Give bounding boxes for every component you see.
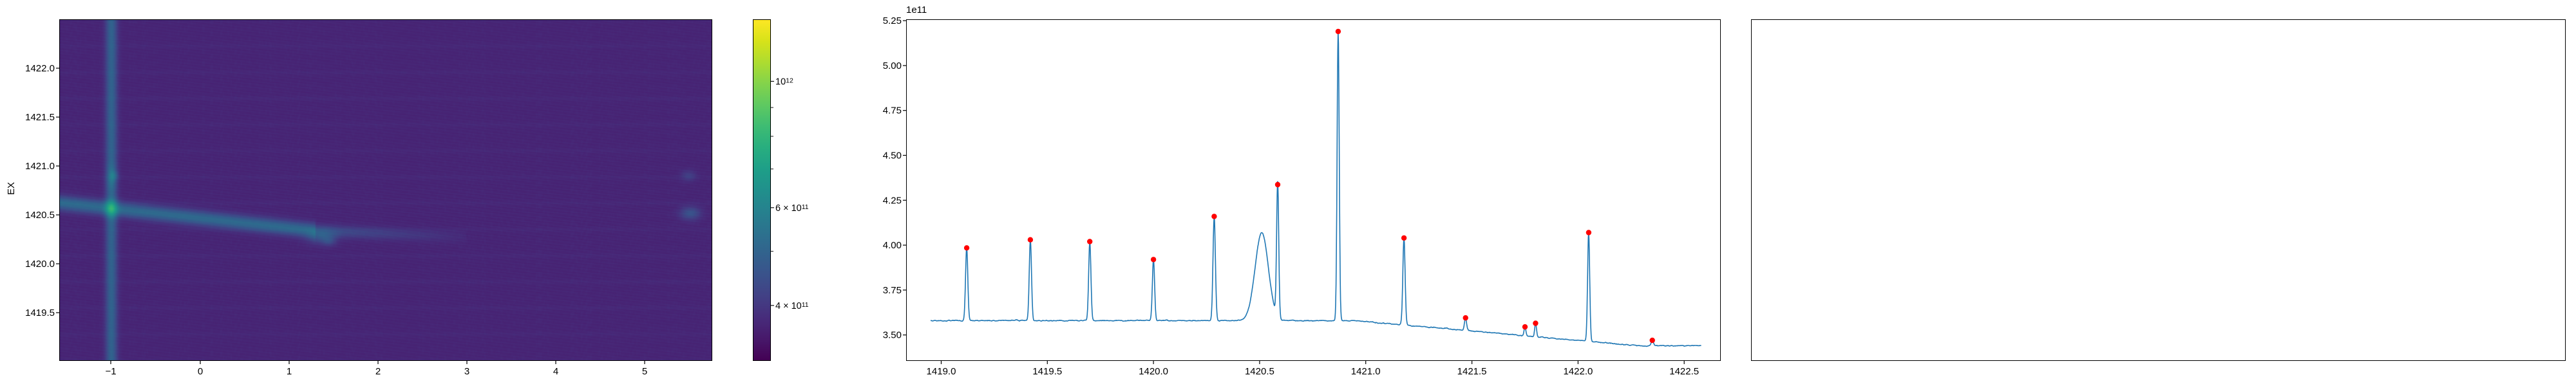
svg-text:4.50: 4.50 xyxy=(883,150,902,161)
svg-text:1420.5: 1420.5 xyxy=(25,210,55,221)
svg-text:1422.5: 1422.5 xyxy=(1669,366,1699,377)
svg-text:1419.0: 1419.0 xyxy=(927,366,956,377)
svg-text:5.00: 5.00 xyxy=(883,60,902,71)
svg-text:5.25: 5.25 xyxy=(883,15,902,26)
svg-text:3: 3 xyxy=(464,366,469,377)
svg-text:6 × 1011: 6 × 1011 xyxy=(775,203,809,214)
svg-text:1e11: 1e11 xyxy=(906,5,927,15)
svg-text:1012: 1012 xyxy=(775,77,793,87)
svg-text:1420.5: 1420.5 xyxy=(1245,366,1274,377)
svg-text:1421.0: 1421.0 xyxy=(25,161,55,172)
svg-text:EX: EX xyxy=(6,182,17,195)
svg-text:4 × 1011: 4 × 1011 xyxy=(775,301,809,311)
svg-text:1420.0: 1420.0 xyxy=(1139,366,1168,377)
svg-text:1420.0: 1420.0 xyxy=(25,259,55,270)
svg-text:1419.5: 1419.5 xyxy=(1032,366,1062,377)
svg-text:1422.0: 1422.0 xyxy=(25,63,55,74)
svg-text:3.50: 3.50 xyxy=(883,330,902,341)
svg-text:1422.0: 1422.0 xyxy=(1563,366,1593,377)
svg-text:0: 0 xyxy=(198,366,203,377)
svg-text:2: 2 xyxy=(375,366,381,377)
svg-text:4: 4 xyxy=(553,366,558,377)
svg-text:4.25: 4.25 xyxy=(883,195,902,206)
svg-text:1419.5: 1419.5 xyxy=(25,308,55,318)
svg-text:5: 5 xyxy=(642,366,647,377)
svg-text:1: 1 xyxy=(287,366,292,377)
svg-text:1421.5: 1421.5 xyxy=(25,112,55,123)
svg-text:3.75: 3.75 xyxy=(883,285,902,296)
svg-text:4.75: 4.75 xyxy=(883,106,902,116)
svg-text:1421.5: 1421.5 xyxy=(1457,366,1487,377)
svg-text:1421.0: 1421.0 xyxy=(1351,366,1381,377)
svg-text:4.00: 4.00 xyxy=(883,240,902,251)
svg-text:−1: −1 xyxy=(105,366,116,377)
